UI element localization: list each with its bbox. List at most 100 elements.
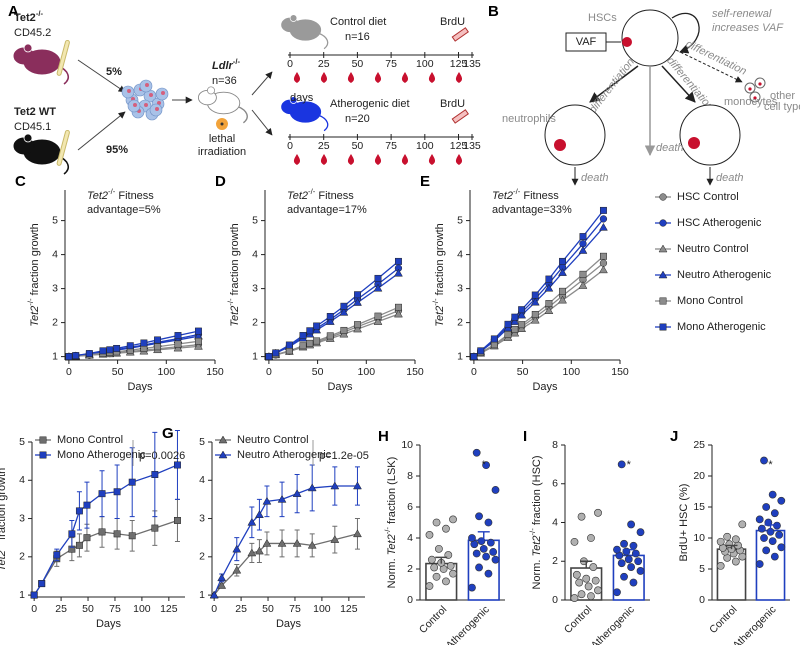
y-axis-label: BrdU+ HSC (%) xyxy=(678,484,690,562)
annotation: Tet2-/- Fitness xyxy=(287,187,354,202)
data-point xyxy=(634,557,643,566)
timeline-tick-label: 100 xyxy=(416,58,434,70)
marker xyxy=(98,490,106,498)
legend-label: Neutro Atherogenic xyxy=(677,269,772,281)
diet-name: Atherogenic diet xyxy=(330,98,410,110)
y-axis-label: Tet2-/- fraction growth xyxy=(431,223,446,327)
arrow xyxy=(675,49,743,83)
y-axis-label-gene: Tet2 xyxy=(434,306,446,327)
marker xyxy=(83,501,91,509)
marker xyxy=(313,337,321,345)
marker xyxy=(530,297,540,306)
donor-ko-genotype-sup: -/- xyxy=(36,9,44,18)
data-point xyxy=(479,544,488,553)
marker xyxy=(545,300,553,308)
y-tick-label: 5 xyxy=(457,214,463,226)
y-tick-label: 0 xyxy=(699,594,705,606)
y-tick-label: 4 xyxy=(457,248,463,260)
data-point xyxy=(757,524,766,533)
y-tick-label: 6 xyxy=(407,501,413,513)
legend-label: Neutro Control xyxy=(677,243,749,255)
error-bar xyxy=(580,560,593,569)
marker xyxy=(265,353,273,361)
vaf-label: VAF xyxy=(576,36,597,48)
annotation-sup: -/- xyxy=(308,187,316,196)
marker xyxy=(373,317,383,325)
blood-drop xyxy=(347,154,355,165)
y-tick-label: 1 xyxy=(199,589,205,601)
arrow xyxy=(661,65,696,103)
annotation: advantage=5% xyxy=(87,204,161,216)
cell-nucleus xyxy=(149,93,153,97)
mouse-icon xyxy=(281,96,329,132)
donor-ko-marker: CD45.2 xyxy=(14,27,51,39)
data-point xyxy=(584,582,593,591)
data-point xyxy=(449,515,457,524)
y-tick-label: 25 xyxy=(693,439,705,451)
marker xyxy=(194,327,202,335)
x-tick-label: 50 xyxy=(262,603,274,615)
cell-nucleus xyxy=(145,83,149,87)
marker xyxy=(254,546,264,555)
legend-label: Mono Control xyxy=(677,295,743,307)
annotation-gene: Tet2 xyxy=(287,190,308,202)
y-axis-label-gene: Tet2 xyxy=(531,535,543,556)
data-point xyxy=(472,448,481,457)
marker xyxy=(353,481,362,490)
marker xyxy=(330,535,340,543)
marker xyxy=(339,307,349,316)
bone-icon xyxy=(56,39,70,76)
data-point xyxy=(731,535,740,544)
data-point xyxy=(770,552,779,561)
y-tick-label: 0 xyxy=(552,594,558,606)
legend-label: Mono Atherogenic xyxy=(677,321,766,333)
timeline-tick-label: 25 xyxy=(318,58,330,70)
marker xyxy=(531,291,539,299)
death-label: death xyxy=(581,172,609,184)
x-axis-label: Days xyxy=(127,381,153,393)
marker xyxy=(113,530,121,538)
data-point xyxy=(716,537,725,546)
y-axis-label-sup: -/- xyxy=(383,527,392,535)
donor-ko-genotype: Tet2-/- xyxy=(14,9,44,24)
y-tick-label: 2 xyxy=(52,316,58,328)
legend-label: HSC Control xyxy=(677,191,739,203)
data-point xyxy=(631,549,640,558)
treatment-text: irradiation xyxy=(198,146,246,158)
marker xyxy=(154,336,161,344)
error-bar xyxy=(435,556,448,564)
data-point xyxy=(777,496,786,505)
data-point xyxy=(577,512,586,521)
marker xyxy=(299,342,307,350)
panel-label: C xyxy=(15,173,26,190)
timeline-tick-label: 100 xyxy=(416,140,434,152)
p-value: p=0.0026 xyxy=(139,450,185,462)
marker xyxy=(312,325,322,334)
data-point xyxy=(589,563,598,571)
marker xyxy=(325,317,335,325)
x-tick-label: 50 xyxy=(312,366,324,378)
x-tick-label: 50 xyxy=(82,603,94,615)
panel-label: I xyxy=(523,428,527,445)
data-point xyxy=(468,534,476,542)
marker xyxy=(262,496,272,505)
marker xyxy=(544,306,554,314)
x-tick-label: Atherogenic xyxy=(730,604,778,645)
bar xyxy=(716,548,747,601)
legend-label: Mono Control xyxy=(57,434,123,446)
marker xyxy=(217,581,227,589)
marker xyxy=(113,344,121,352)
differentiation-label: differentiation xyxy=(587,56,637,115)
data-point xyxy=(570,594,579,602)
timeline-tick-label: 75 xyxy=(385,58,397,70)
data-point xyxy=(770,509,779,518)
data-point xyxy=(636,528,645,537)
data-point xyxy=(482,552,491,561)
data-point xyxy=(432,572,441,581)
data-point xyxy=(768,490,777,499)
mutant-dot xyxy=(753,96,757,100)
death-label: death xyxy=(716,172,744,184)
annotation: Tet2-/- Fitness xyxy=(87,187,154,202)
legend-marker xyxy=(39,436,47,444)
marker xyxy=(353,298,362,306)
